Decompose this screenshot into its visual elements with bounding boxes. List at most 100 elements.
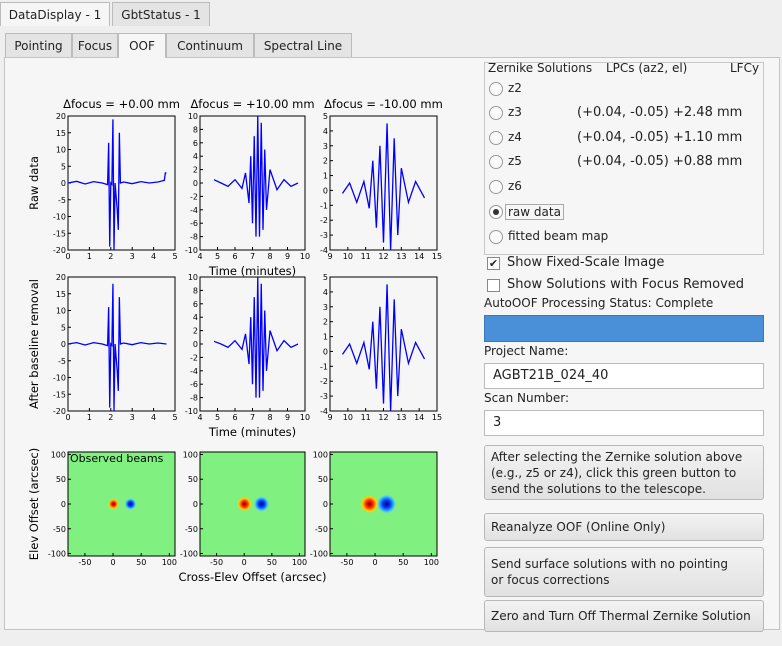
x-tick-label: 10 bbox=[300, 252, 310, 261]
x-tick-label: 14 bbox=[414, 413, 424, 422]
plot-title: Δfocus = +0.00 mm bbox=[63, 97, 180, 111]
y-tick-label: 2 bbox=[193, 166, 198, 175]
beam-blob bbox=[124, 498, 137, 510]
lfc-value: +1.10 mm bbox=[673, 130, 743, 145]
beam-blob bbox=[376, 494, 397, 514]
y-tick-label: -20 bbox=[53, 407, 66, 416]
y-tick-label: -15 bbox=[53, 390, 66, 399]
x-tick-label: 10 bbox=[300, 413, 310, 422]
checkbox-label: Show Fixed-Scale Image bbox=[507, 255, 665, 270]
y-tick-label: 20 bbox=[56, 112, 66, 121]
radio-button[interactable] bbox=[489, 180, 503, 194]
y-tick-label: -50 bbox=[315, 525, 328, 534]
panel-tab[interactable]: Spectral Line bbox=[254, 33, 352, 57]
beam-blob bbox=[359, 494, 380, 514]
x-tick-label: 50 bbox=[136, 558, 146, 567]
y-tick-label: 1 bbox=[323, 333, 328, 342]
radio-label: z4 bbox=[508, 130, 522, 144]
button[interactable]: After selecting the Zernike solution abo… bbox=[484, 445, 764, 500]
y-tick-label: -5 bbox=[58, 357, 66, 366]
radio-button[interactable] bbox=[489, 205, 503, 219]
checkbox[interactable] bbox=[487, 279, 500, 292]
y-tick-label: 8 bbox=[193, 125, 198, 134]
column-header: LPCs (az2, el) bbox=[606, 61, 688, 75]
y-tick-label: 4 bbox=[323, 288, 328, 297]
x-tick-label: 13 bbox=[396, 413, 406, 422]
y-axis-label: Raw data bbox=[27, 156, 41, 210]
x-tick-label: 5 bbox=[215, 413, 220, 422]
x-tick-label: 0 bbox=[242, 558, 247, 567]
x-tick-label: 9 bbox=[327, 413, 332, 422]
lpc-value: (+0.04, -0.05) bbox=[577, 105, 669, 120]
window-tab[interactable]: DataDisplay - 1 bbox=[0, 2, 110, 26]
button[interactable]: Send surface solutions with no pointing … bbox=[484, 547, 764, 597]
radio-button[interactable] bbox=[489, 155, 503, 169]
beam-blob bbox=[236, 496, 253, 512]
panel-tab[interactable]: Continuum bbox=[166, 33, 254, 57]
y-tick-label: 6 bbox=[193, 300, 198, 309]
panel-tab[interactable]: Pointing bbox=[5, 33, 72, 57]
data-line bbox=[213, 276, 299, 398]
y-tick-label: 0 bbox=[193, 179, 198, 188]
plot-frame bbox=[199, 276, 306, 412]
zernike-group bbox=[484, 62, 764, 255]
heatmap-background bbox=[68, 452, 175, 556]
y-tick-label: -20 bbox=[53, 246, 66, 255]
y-tick-label: -4 bbox=[190, 206, 198, 215]
y-tick-label: 2 bbox=[323, 318, 328, 327]
scan-field[interactable]: 3 bbox=[484, 410, 764, 436]
y-tick-label: 0 bbox=[193, 340, 198, 349]
lfc-value: +0.88 mm bbox=[673, 154, 743, 169]
x-axis-label: Cross-Elev Offset (arcsec) bbox=[178, 570, 326, 584]
radio-button[interactable] bbox=[489, 230, 503, 244]
x-tick-label: 15 bbox=[432, 413, 442, 422]
checkbox[interactable]: ✔ bbox=[487, 257, 500, 270]
y-tick-label: 20 bbox=[56, 273, 66, 282]
radio-label: fitted beam map bbox=[508, 229, 609, 243]
x-tick-label: 5 bbox=[172, 252, 177, 261]
y-tick-label: 15 bbox=[56, 129, 66, 138]
x-tick-label: 100 bbox=[162, 558, 177, 567]
y-tick-label: 4 bbox=[193, 313, 198, 322]
project-label: Project Name: bbox=[484, 344, 569, 358]
radio-button[interactable] bbox=[489, 131, 503, 145]
x-tick-label: 6 bbox=[232, 413, 237, 422]
data-line bbox=[341, 123, 426, 251]
window-tab[interactable]: GbtStatus - 1 bbox=[112, 2, 210, 26]
project-field[interactable]: AGBT21B_024_40 bbox=[484, 363, 764, 389]
radio-button[interactable] bbox=[489, 106, 503, 120]
y-tick-label: 0 bbox=[323, 186, 328, 195]
y-tick-label: 0 bbox=[61, 340, 66, 349]
y-tick-label: -3 bbox=[320, 392, 328, 401]
y-tick-label: -100 bbox=[310, 550, 328, 559]
button[interactable]: Zero and Turn Off Thermal Zernike Soluti… bbox=[484, 600, 764, 632]
y-tick-label: 4 bbox=[193, 152, 198, 161]
x-tick-label: 2 bbox=[108, 413, 113, 422]
x-tick-label: 50 bbox=[398, 558, 408, 567]
radio-label: z5 bbox=[508, 154, 522, 168]
x-tick-label: 9 bbox=[285, 252, 290, 261]
x-tick-label: 15 bbox=[432, 252, 442, 261]
y-tick-label: 10 bbox=[188, 273, 198, 282]
y-tick-label: -2 bbox=[320, 377, 328, 386]
x-tick-label: 5 bbox=[215, 252, 220, 261]
checkbox-label: Show Solutions with Focus Removed bbox=[507, 277, 745, 292]
button[interactable]: Reanalyze OOF (Online Only) bbox=[484, 513, 764, 541]
y-tick-label: 4 bbox=[323, 127, 328, 136]
x-tick-label: 4 bbox=[151, 413, 156, 422]
radio-button[interactable] bbox=[489, 82, 503, 96]
y-tick-label: 0 bbox=[61, 500, 66, 509]
data-line bbox=[213, 115, 299, 237]
y-tick-label: -4 bbox=[320, 246, 328, 255]
y-tick-label: 100 bbox=[183, 450, 198, 459]
panel-tab[interactable]: OOF bbox=[118, 33, 166, 58]
x-tick-label: 10 bbox=[343, 252, 353, 261]
y-tick-label: -2 bbox=[190, 353, 198, 362]
x-tick-label: 10 bbox=[343, 413, 353, 422]
x-tick-label: 7 bbox=[250, 252, 255, 261]
y-tick-label: 0 bbox=[61, 179, 66, 188]
panel-tab[interactable]: Focus bbox=[72, 33, 118, 57]
y-tick-label: -100 bbox=[48, 550, 66, 559]
x-tick-label: 2 bbox=[108, 252, 113, 261]
